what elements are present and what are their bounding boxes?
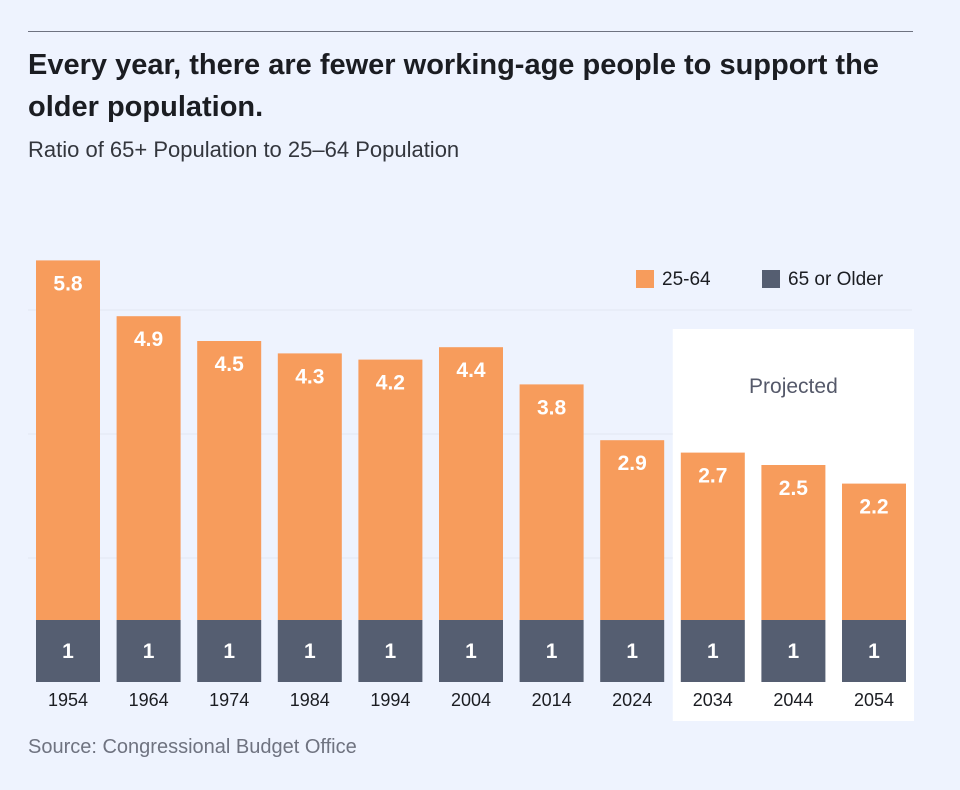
bar-25-64 bbox=[36, 260, 100, 620]
projected-label: Projected bbox=[749, 375, 838, 398]
bar-25-64 bbox=[680, 452, 745, 620]
x-tick-label: 1954 bbox=[48, 690, 88, 710]
data-label-65-or-older: 1 bbox=[626, 640, 638, 663]
legend: 25-64 65 or Older bbox=[636, 269, 884, 290]
data-label-65-or-older: 1 bbox=[465, 640, 477, 663]
data-label-25-64: 4.9 bbox=[134, 328, 163, 351]
bar-25-64 bbox=[761, 465, 826, 620]
data-label-65-or-older: 1 bbox=[385, 640, 397, 663]
data-label-25-64: 4.5 bbox=[215, 353, 245, 376]
x-tick-label: 2004 bbox=[451, 690, 491, 710]
bar-65-or-older bbox=[680, 620, 745, 682]
bar-65-or-older bbox=[358, 620, 423, 682]
top-rule bbox=[28, 31, 913, 32]
data-label-65-or-older: 1 bbox=[707, 640, 719, 663]
bar-25-64 bbox=[439, 347, 503, 620]
bar-25-64 bbox=[116, 316, 181, 620]
data-label-25-64: 2.2 bbox=[859, 496, 888, 519]
legend-label: 25-64 bbox=[662, 269, 711, 290]
data-label-25-64: 3.8 bbox=[537, 396, 567, 419]
bar-65-or-older bbox=[600, 620, 665, 682]
bar-65-or-older bbox=[116, 620, 181, 682]
bar-25-64 bbox=[197, 341, 262, 620]
data-label-65-or-older: 1 bbox=[304, 640, 316, 663]
bar-65-or-older bbox=[36, 620, 100, 682]
x-tick-label: 1984 bbox=[290, 690, 330, 710]
bar-65-or-older bbox=[761, 620, 826, 682]
legend-swatch bbox=[636, 270, 654, 288]
data-label-25-64: 2.7 bbox=[698, 465, 727, 488]
data-label-65-or-older: 1 bbox=[223, 640, 235, 663]
x-tick-label: 2014 bbox=[532, 690, 572, 710]
x-tick-label: 2034 bbox=[693, 690, 733, 710]
data-label-25-64: 5.8 bbox=[53, 272, 83, 295]
chart-subtitle: Ratio of 65+ Population to 25–64 Populat… bbox=[28, 137, 460, 162]
data-label-25-64: 4.3 bbox=[295, 365, 324, 388]
data-label-25-64: 4.2 bbox=[376, 372, 405, 395]
bars: 5.8 1 4.9 1 4.5 1 4.3 1 4.2 1 4.4 1 3.8 1 2.9 1 2.7 1 2.5 1… bbox=[36, 260, 906, 682]
x-tick-label: 1964 bbox=[129, 690, 169, 710]
data-label-65-or-older: 1 bbox=[143, 640, 155, 663]
data-label-65-or-older: 1 bbox=[62, 640, 74, 663]
data-label-65-or-older: 1 bbox=[788, 640, 800, 663]
data-label-65-or-older: 1 bbox=[546, 640, 558, 663]
bar-25-64 bbox=[519, 384, 584, 620]
bar-65-or-older bbox=[197, 620, 262, 682]
bar-65-or-older bbox=[439, 620, 503, 682]
x-tick-label: 1974 bbox=[209, 690, 249, 710]
x-tick-label: 2024 bbox=[612, 690, 652, 710]
data-label-25-64: 2.9 bbox=[618, 452, 647, 475]
bar-25-64 bbox=[842, 483, 906, 620]
x-tick-label: 2044 bbox=[773, 690, 813, 710]
source-note: Source: Congressional Budget Office bbox=[28, 736, 357, 758]
bar-65-or-older bbox=[842, 620, 906, 682]
bar-25-64 bbox=[358, 359, 423, 620]
data-label-25-64: 2.5 bbox=[779, 477, 809, 500]
bar-25-64 bbox=[600, 440, 665, 620]
legend-label: 65 or Older bbox=[788, 269, 884, 290]
data-label-25-64: 4.4 bbox=[456, 359, 486, 382]
chart-title: Every year, there are fewer working-age … bbox=[28, 49, 879, 123]
bar-65-or-older bbox=[519, 620, 584, 682]
bar-65-or-older bbox=[277, 620, 342, 682]
data-label-65-or-older: 1 bbox=[868, 640, 880, 663]
x-axis-ticks: 1954 1964 1974 1984 1994 2004 2014 2024 2034 2044… bbox=[48, 690, 894, 710]
x-tick-label: 1994 bbox=[370, 690, 410, 710]
x-tick-label: 2054 bbox=[854, 690, 894, 710]
bar-25-64 bbox=[277, 353, 342, 620]
legend-swatch bbox=[762, 270, 780, 288]
